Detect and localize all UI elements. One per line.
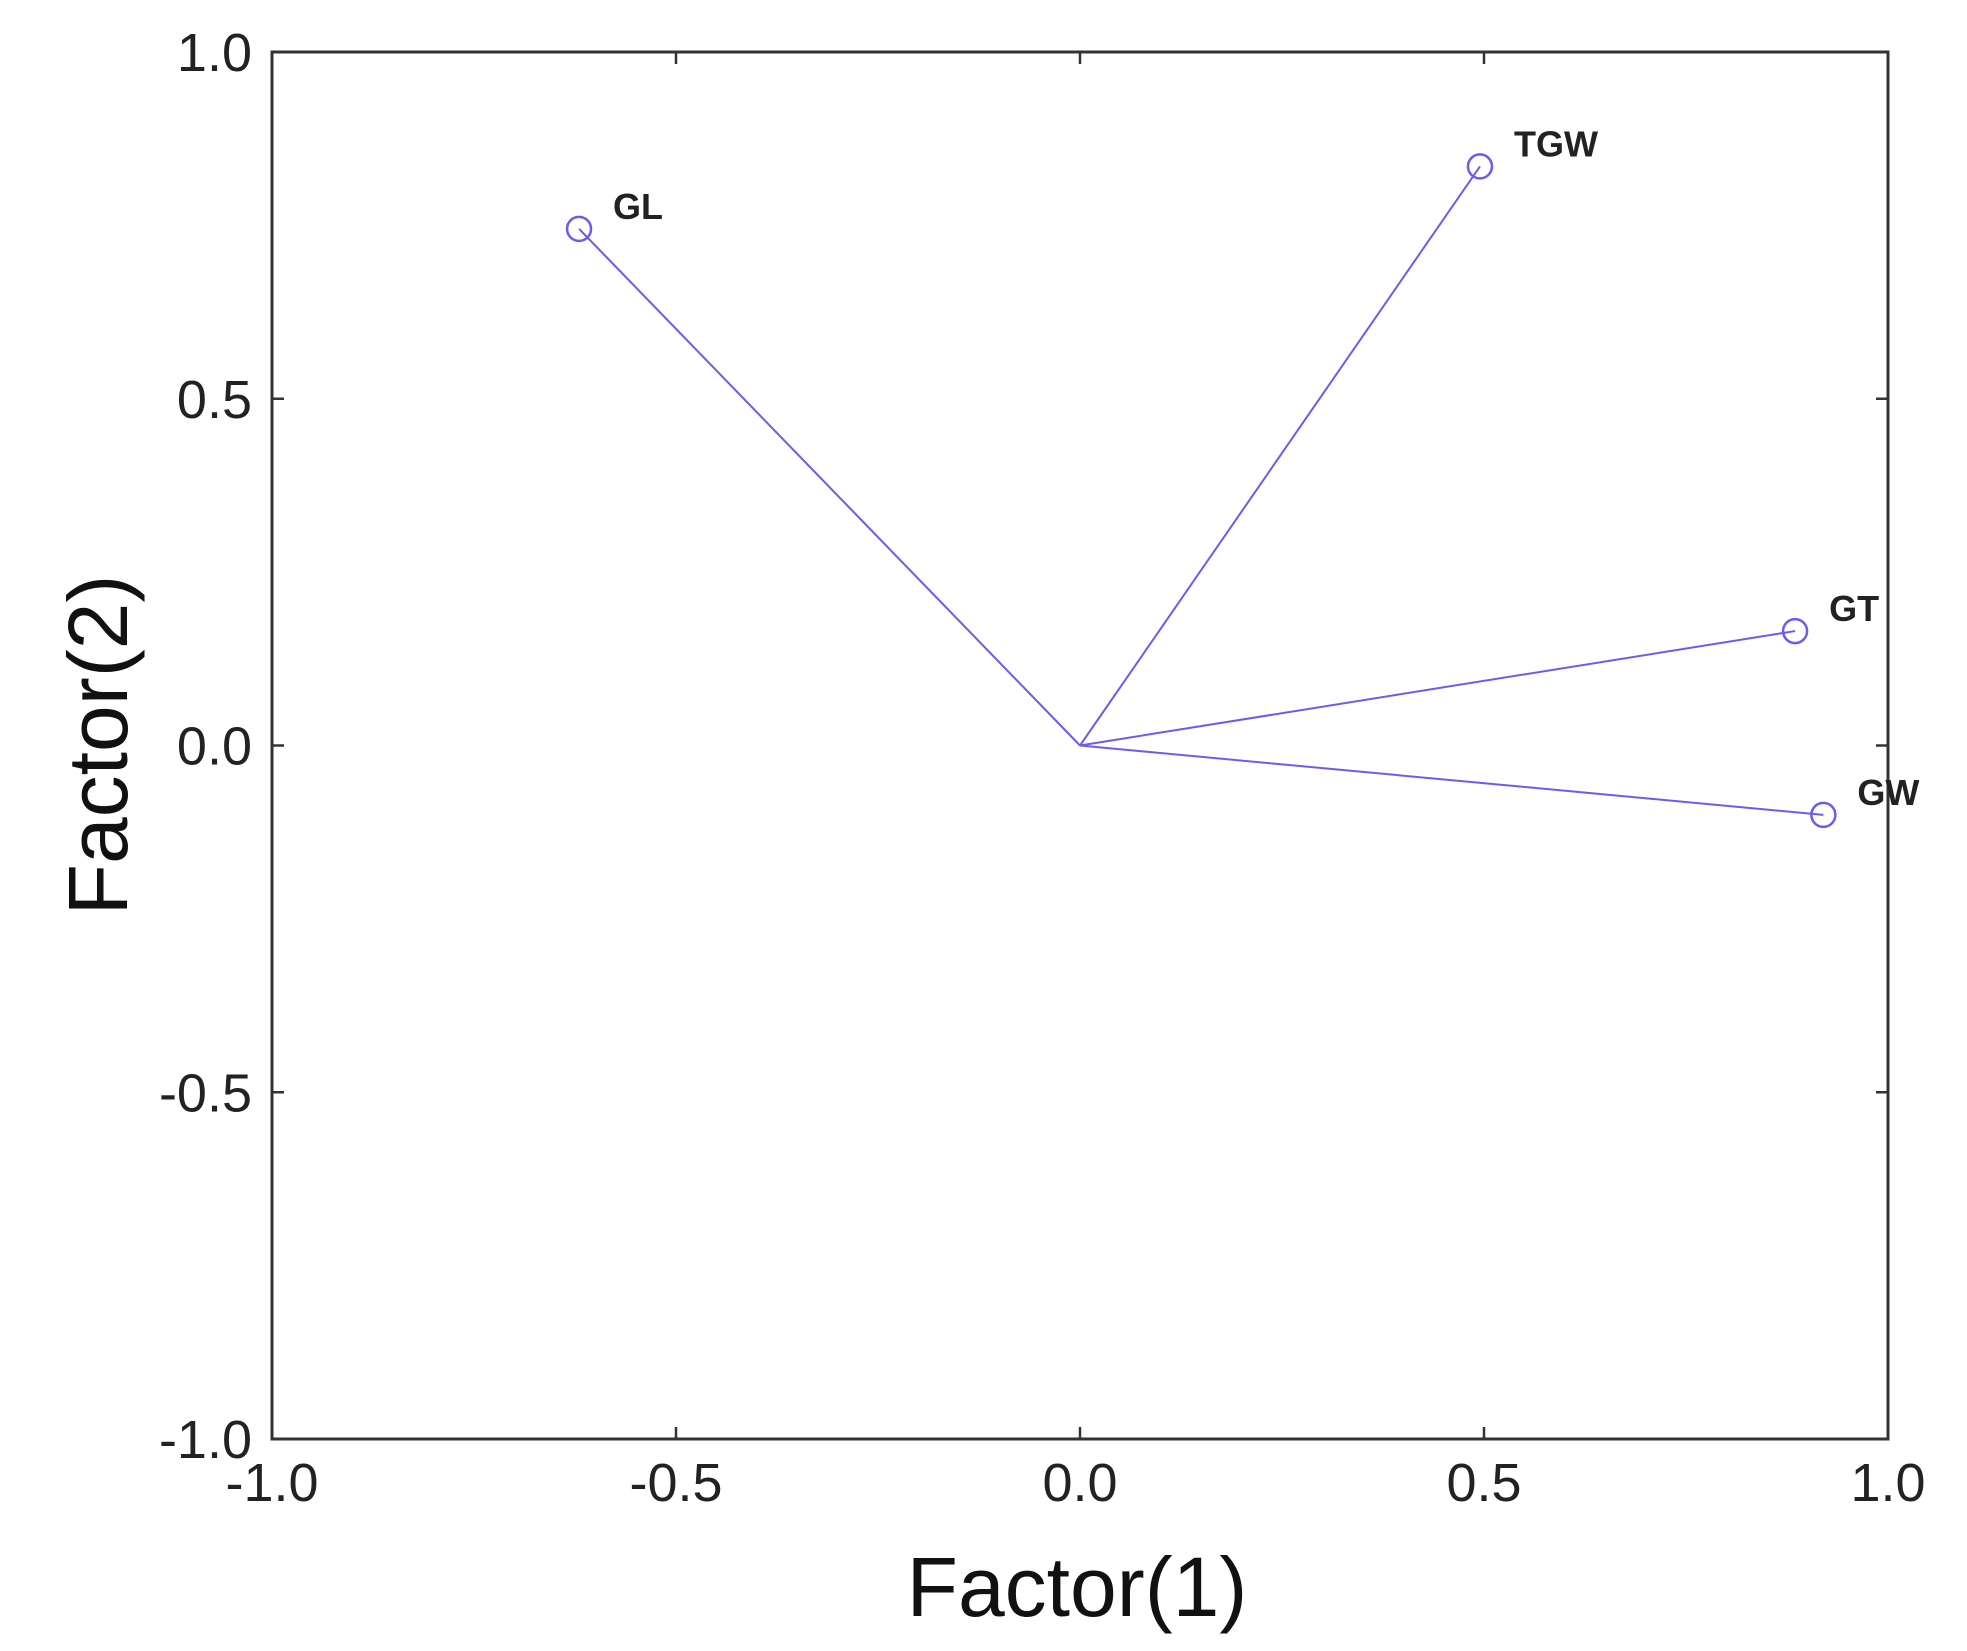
x-tick-label-4: 1.0 (1850, 1453, 1925, 1513)
point-markers (565, 153, 1837, 829)
point-label-gw: GW (1857, 772, 1919, 813)
vector-gw (1079, 744, 1824, 816)
point-marker-gt (1781, 617, 1809, 645)
vector-gl (578, 228, 1081, 747)
x-axis-title: Factor(1) (907, 1540, 1248, 1634)
x-tick-label-2: 0.0 (1042, 1453, 1117, 1513)
loading-vectors (578, 165, 1824, 816)
tick-labels: -1.0 -0.5 0.0 0.5 1.0 1.0 0.5 0.0 -0.5 -1.0 (159, 23, 1926, 1513)
point-labels: GL TGW GT GW (613, 123, 1919, 812)
point-marker-tgw (1466, 153, 1494, 180)
y-tick-label-3: -0.5 (159, 1063, 252, 1123)
point-label-gl: GL (613, 186, 663, 227)
y-axis-title-group: Factor(2) (51, 575, 145, 916)
x-tick-label-3: 0.5 (1446, 1453, 1521, 1513)
vector-tgw (1079, 165, 1481, 747)
y-tick-label-1: 0.5 (177, 370, 252, 430)
x-tick-label-1: -0.5 (629, 1453, 722, 1513)
y-axis-title: Factor(2) (51, 575, 145, 916)
point-label-tgw: TGW (1514, 123, 1598, 164)
point-marker-gw (1810, 801, 1837, 829)
point-label-gt: GT (1829, 588, 1879, 629)
axis-ticks (270, 50, 1890, 1441)
y-tick-label-0: 1.0 (177, 23, 252, 83)
y-tick-label-4: -1.0 (159, 1410, 252, 1470)
point-marker-gl (565, 215, 593, 243)
vector-gt (1079, 630, 1796, 747)
y-tick-label-2: 0.0 (177, 717, 252, 777)
x-tick-label-0: -1.0 (225, 1453, 318, 1513)
